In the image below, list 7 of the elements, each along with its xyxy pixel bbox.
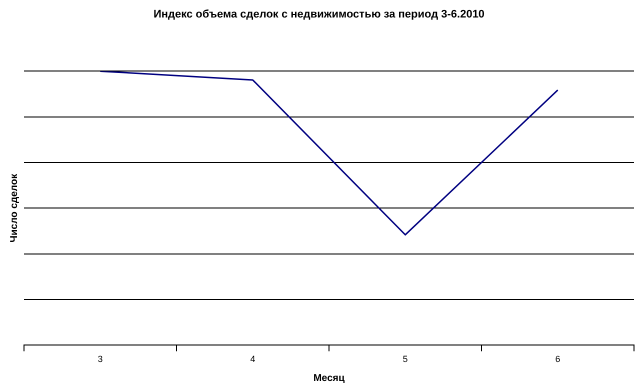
y-axis-title: Число сделок — [8, 172, 20, 243]
x-axis-title: Месяц — [313, 372, 346, 384]
x-tick-label: 6 — [555, 354, 560, 364]
x-tick-label: 4 — [250, 354, 256, 364]
x-tick-label: 3 — [98, 354, 103, 364]
chart-title: Индекс объема сделок с недвижимостью за период 3-6.2010 — [153, 8, 485, 21]
x-tick-label: 5 — [402, 354, 408, 364]
